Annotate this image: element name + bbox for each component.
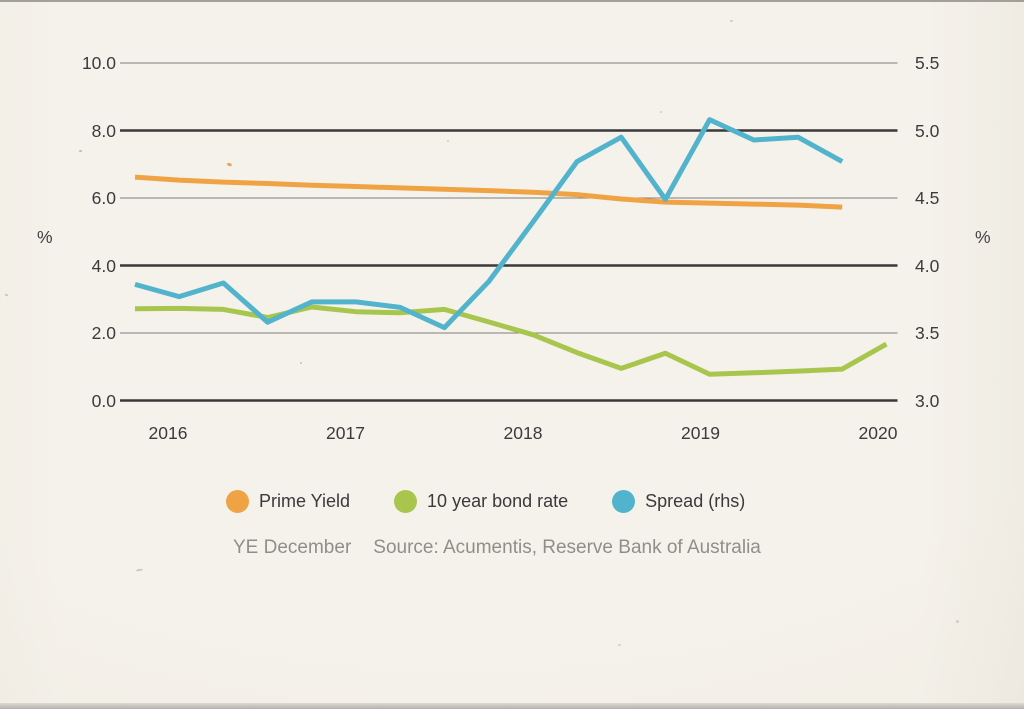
chart-caption: YE December Source: Acumentis, Reserve B… xyxy=(233,536,761,559)
x-axis-tick-label: 2016 xyxy=(148,423,188,443)
series-line-prime-yield xyxy=(134,174,843,210)
legend-item-prime-yield: Prime Yield xyxy=(226,489,350,513)
legend-item-spread: Spread (rhs) xyxy=(612,489,745,513)
right-axis-tick-label: 5.5 xyxy=(915,53,940,73)
x-axis-tick-label: 2019 xyxy=(681,423,720,443)
source-text: Source: Acumentis, Reserve Bank of Austr… xyxy=(373,537,761,558)
left-axis-tick-label: 4.0 xyxy=(91,255,116,276)
right-axis-unit-label: % xyxy=(975,227,991,247)
left-axis-tick-label: 0.0 xyxy=(91,390,116,411)
left-axis-tick-label: 10.0 xyxy=(81,53,116,73)
page-top-edge-line xyxy=(0,0,1024,2)
prime-yield-dot-icon xyxy=(226,489,249,513)
x-axis-tick-label: 2020 xyxy=(858,423,898,443)
right-axis-tick-label: 4.0 xyxy=(915,255,940,276)
right-axis-tick-label: 3.0 xyxy=(915,390,940,411)
right-axis-tick-label: 5.0 xyxy=(915,120,940,141)
x-axis-tick-label: 2018 xyxy=(503,423,543,443)
series-line-spread-rhs- xyxy=(134,117,844,331)
page-bottom-edge-bar xyxy=(0,703,1024,709)
right-axis-tick-label: 3.5 xyxy=(915,323,940,343)
right-axis-tick-label: 4.5 xyxy=(915,188,940,208)
legend-label-bond-rate: 10 year bond rate xyxy=(427,491,569,511)
bond-rate-dot-icon xyxy=(394,489,418,513)
left-axis-tick-label: 6.0 xyxy=(91,188,116,208)
legend-item-bond-rate: 10 year bond rate xyxy=(394,489,568,513)
footnote-text: YE December xyxy=(233,537,352,558)
x-axis-tick-label: 2017 xyxy=(326,423,365,443)
chart-legend: Prime Yield 10 year bond rate Spread (rh… xyxy=(226,489,745,513)
left-axis-tick-label: 8.0 xyxy=(91,120,116,141)
left-axis-tick-label: 2.0 xyxy=(91,323,116,343)
series-line-10-year-bond-rate xyxy=(134,304,888,377)
spread-dot-icon xyxy=(612,489,636,513)
legend-label-prime-yield: Prime Yield xyxy=(259,491,351,511)
left-axis-unit-label: % xyxy=(37,227,53,247)
legend-label-spread: Spread (rhs) xyxy=(645,491,746,511)
